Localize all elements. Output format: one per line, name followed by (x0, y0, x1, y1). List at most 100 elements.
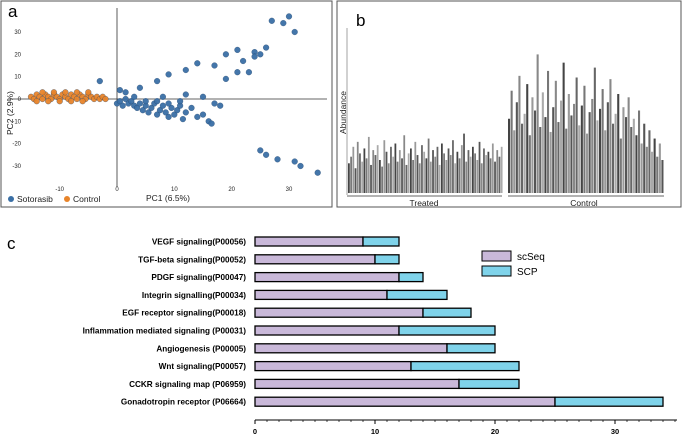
abundance-bar-treated (437, 147, 439, 193)
abundance-bar-treated (403, 135, 405, 193)
abundance-bar-control (576, 78, 578, 194)
abundance-bar-control (654, 139, 656, 193)
abundance-bar-treated (401, 158, 403, 193)
pathway-label: CCKR signaling map (P06959) (129, 380, 246, 389)
abundance-bar-treated (417, 155, 419, 193)
point-sotorasib (143, 98, 149, 104)
legend-swatch-scp (482, 266, 511, 276)
point-sotorasib (154, 98, 160, 104)
abundance-bar-control (656, 157, 658, 193)
pathway-bar-scp (459, 379, 519, 388)
pathway-x-tick-label: 20 (491, 427, 499, 436)
point-sotorasib (315, 170, 321, 176)
abundance-bar-treated (430, 162, 432, 193)
abundance-bar-control (630, 127, 632, 193)
pca-y-tick-label: 20 (14, 52, 21, 58)
abundance-bar-treated (355, 168, 357, 193)
abundance-bar-control (552, 107, 554, 193)
point-sotorasib (97, 78, 103, 84)
abundance-bar-treated (485, 155, 487, 193)
abundance-bar-control (518, 76, 520, 193)
abundance-bar-treated (368, 137, 370, 193)
abundance-bar-treated (439, 165, 441, 193)
pca-x-tick-label: -10 (55, 187, 64, 193)
abundance-bar-control (565, 129, 567, 193)
point-sotorasib (166, 72, 172, 78)
point-control (40, 89, 46, 95)
abundance-bar-treated (372, 150, 374, 193)
pathway-bar-scseq (255, 255, 375, 264)
abundance-bar-control (651, 152, 653, 193)
abundance-bar-treated (366, 158, 368, 193)
abundance-bar-treated (377, 145, 379, 193)
abundance-bar-treated (421, 145, 423, 193)
abundance-bar-treated (459, 158, 461, 193)
point-sotorasib (183, 92, 189, 98)
abundance-bar-treated (465, 162, 467, 193)
abundance-bar-control (524, 114, 526, 193)
point-sotorasib (212, 63, 218, 69)
abundance-bar-control (583, 86, 585, 193)
abundance-bar-control (537, 54, 539, 193)
abundance-bar-treated (350, 157, 352, 193)
abundance-bar-treated (472, 147, 474, 193)
abundance-bar-control (529, 135, 531, 193)
group-label-control: Control (570, 198, 598, 208)
point-sotorasib (154, 78, 160, 84)
abundance-bar-treated (357, 142, 359, 193)
pathway-label: TGF-beta signaling(P00052) (138, 255, 246, 264)
point-sotorasib (263, 45, 269, 51)
abundance-bar-treated (370, 165, 372, 193)
pca-y-tick-label: -20 (12, 142, 21, 148)
abundance-bar-control (615, 114, 617, 193)
abundance-bar-control (578, 125, 580, 193)
panel-c-label: c (7, 234, 16, 253)
abundance-bar-treated (412, 160, 414, 193)
abundance-bar-treated (450, 155, 452, 193)
group-label-treated: Treated (410, 198, 439, 208)
point-sotorasib (292, 29, 298, 35)
abundance-bar-treated (388, 163, 390, 193)
abundance-bar-treated (383, 140, 385, 193)
pathway-label: VEGF signaling(P00056) (152, 238, 246, 247)
pathway-category-labels: VEGF signaling(P00056) TGF-beta signaling… (83, 238, 247, 407)
point-sotorasib (194, 114, 200, 120)
abundance-bar-treated (390, 147, 392, 193)
point-sotorasib (131, 94, 137, 100)
legend-label-control: Control (73, 194, 101, 204)
point-control (68, 98, 74, 104)
point-control (34, 98, 40, 104)
abundance-bar-control (617, 94, 619, 193)
abundance-bar-treated (441, 144, 443, 194)
point-sotorasib (223, 51, 229, 57)
abundance-bar-treated (419, 163, 421, 193)
abundance-bar-control (560, 101, 562, 193)
abundance-bar-treated (379, 160, 381, 193)
point-sotorasib (160, 94, 166, 100)
pathway-x-tick-label: 10 (371, 427, 379, 436)
panel-c: c VEGF signaling(P00056) TGF-beta signali… (7, 234, 677, 436)
abundance-bar-treated (481, 163, 483, 193)
abundance-bar-treated (395, 144, 397, 194)
pathway-bar-scp (555, 397, 663, 406)
abundance-bar-treated (397, 162, 399, 193)
pathway-bar-scseq (255, 362, 411, 371)
abundance-bar-control (573, 104, 575, 193)
abundance-bar-treated (348, 163, 350, 193)
abundance-bar-control (607, 102, 609, 193)
pathway-bar-scseq (255, 326, 399, 335)
abundance-bar-control (570, 115, 572, 193)
point-control (103, 96, 109, 102)
abundance-bar-treated (492, 144, 494, 194)
point-sotorasib (263, 152, 269, 158)
abundance-bar-control (609, 79, 611, 193)
abundance-bar-control (641, 144, 643, 194)
abundance-bar-control (599, 109, 601, 193)
point-sotorasib (183, 67, 189, 73)
pca-y-tick-label: 10 (14, 75, 21, 81)
abundance-bar-treated (499, 157, 501, 193)
abundance-bar-control (602, 89, 604, 193)
point-sotorasib (217, 103, 223, 109)
abundance-bar-control (521, 124, 523, 193)
